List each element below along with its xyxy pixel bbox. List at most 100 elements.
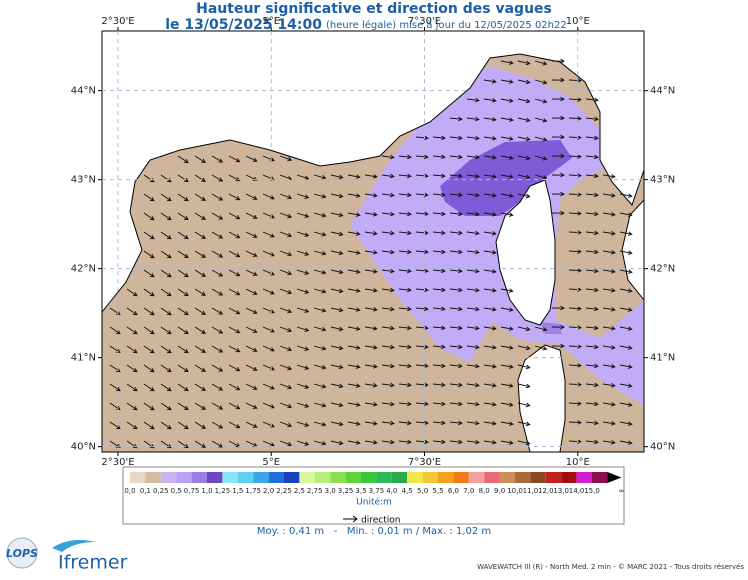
arrow [432,192,446,198]
arrow [211,402,224,410]
arrow [449,325,463,331]
arrow [619,193,633,198]
arrow [534,326,548,332]
colorbar-cell [561,472,577,483]
arrow [177,402,189,411]
arrow [160,421,172,430]
arrow [364,250,378,255]
arrow [449,363,463,369]
arrow [449,287,463,293]
arrow [245,421,258,428]
arrow [398,249,412,255]
arrow [279,288,293,295]
colorbar-label: 4,5 [402,487,413,495]
arrow [330,383,344,389]
arrow [449,249,463,255]
arrow [415,173,429,179]
arrow [228,174,241,182]
arrow [517,383,531,389]
arrow [500,79,514,84]
arrow [449,420,463,426]
map [101,30,645,453]
arrow [347,440,361,445]
arrow [398,401,412,407]
colorbar-cell [130,472,146,483]
arrow [160,402,172,411]
direction-label: direction [361,516,400,526]
colorbar-label: 6,0 [448,487,459,495]
colorbar-label: 14,0 [569,487,585,495]
arrow [228,250,241,258]
arrow [585,97,599,103]
arrow [619,421,633,426]
colorbar-label: 3,75 [369,487,385,495]
arrow [551,191,565,197]
arrow [109,421,121,430]
arrow [211,345,224,353]
arrow [245,155,258,162]
colorbar-cell [422,472,438,483]
arrow [483,136,497,141]
arrow [619,288,633,293]
arrow [568,439,582,444]
arrow [466,116,480,122]
arrow [228,421,241,429]
arrow [381,192,395,198]
arrow [313,345,327,351]
arrow [415,420,429,426]
arrow [398,192,412,198]
arrow [313,250,327,256]
arrow [177,269,189,278]
arrow [602,307,616,312]
arrow [228,326,241,334]
arrow [194,402,206,410]
arrow [500,307,514,312]
arrow [568,344,582,349]
arrow [228,307,241,315]
arrow [517,79,531,85]
sardinia [517,344,566,453]
arrow [228,345,241,353]
arrow [568,154,582,159]
colorbar-cell [299,472,315,483]
arrow [585,287,599,293]
arrow [534,117,548,123]
arrow [194,364,206,372]
arrow [500,364,514,369]
arrow [109,383,121,392]
arrow [143,345,155,354]
arrow [347,383,361,388]
arrow [211,364,224,372]
arrow [398,230,412,236]
arrow [534,79,548,85]
colorbar-label: 5,5 [432,487,443,495]
arrow [177,288,189,297]
arrow [381,439,395,445]
ifremer-logo [52,540,96,552]
arrow [194,212,206,220]
arrow [415,192,429,198]
arrow [517,440,531,446]
arrow [568,192,582,197]
arrow [500,421,514,426]
colorbar-label: 2,75 [307,487,323,495]
arrow [228,231,241,239]
footer: WAVEWATCH III (R) - North Med. 2 min - ©… [477,563,744,571]
arrow [381,211,395,217]
colorbar-cell [222,472,238,483]
arrow [364,269,378,274]
colorbar-cell [530,472,546,483]
arrow [500,345,514,350]
arrow [364,174,378,179]
arrow [619,269,633,274]
arrow [364,345,378,350]
arrow [143,402,155,411]
wave-zone-high [440,140,572,216]
arrow [228,269,241,277]
arrow [500,440,514,445]
arrow [551,96,565,102]
arrow [296,193,310,199]
arrow [330,402,344,408]
arrow [347,307,361,312]
